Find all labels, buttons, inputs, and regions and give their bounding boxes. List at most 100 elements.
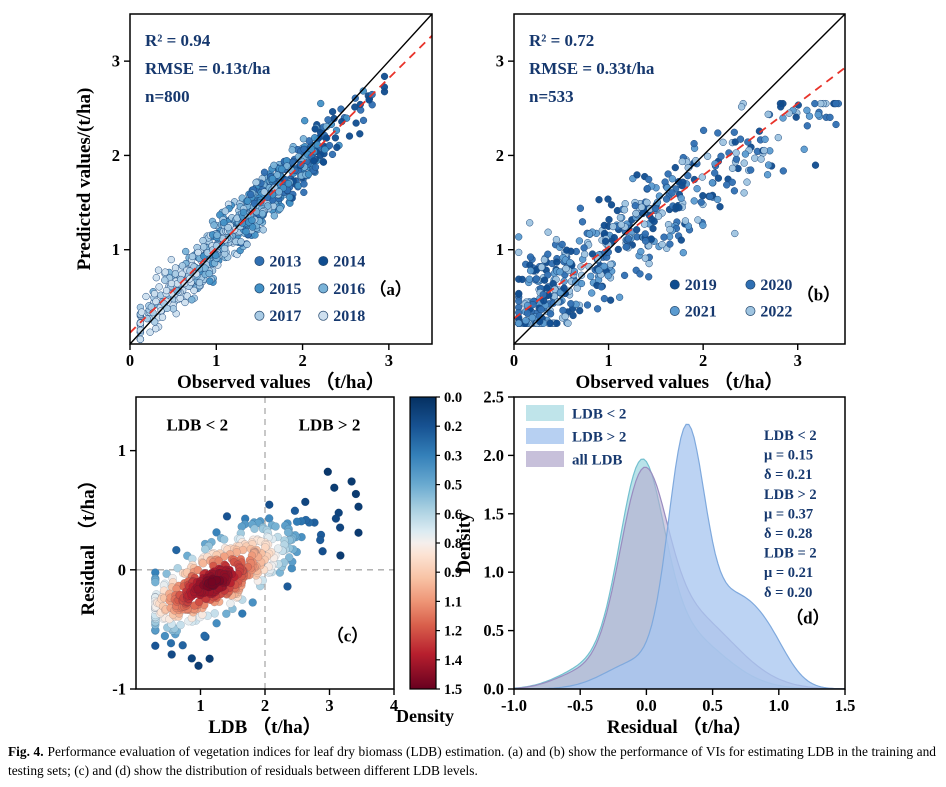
panel-label-a: （a） xyxy=(369,279,412,299)
legend-dot xyxy=(669,306,680,316)
stats-line: LDB = 2 xyxy=(764,546,817,562)
colorbar-tick-label: 0.8 xyxy=(444,536,462,552)
legend-year-label: 2017 xyxy=(269,308,301,325)
x-axis-label: Observed values （t/ha） xyxy=(177,370,385,393)
colorbar-tick-label: 1.1 xyxy=(444,594,462,610)
y-tick-label: 1.0 xyxy=(483,563,504,582)
y-tick-label: 3 xyxy=(112,52,120,71)
y-tick-label: 2.5 xyxy=(483,388,504,407)
stats-line: RMSE = 0.33t/ha xyxy=(529,59,655,78)
stats-line: LDB < 2 xyxy=(764,428,817,444)
x-tick-label: 2 xyxy=(298,351,306,370)
scatter-points xyxy=(515,99,843,327)
x-tick-label: 3 xyxy=(325,696,333,715)
y-tick-label: 1 xyxy=(496,240,504,259)
y-axis-label: Predicted values/(t/ha) xyxy=(74,88,95,271)
kde-curve-ldb-gt-2 xyxy=(514,423,845,689)
legend-year-label: 2021 xyxy=(685,304,717,321)
x-tick-label: 1 xyxy=(196,696,204,715)
x-axis-label: Residual （t/ha） xyxy=(607,715,752,738)
kde-legend: LDB < 2 LDB > 2 all LDB xyxy=(526,405,626,469)
x-tick-label: 2 xyxy=(261,696,269,715)
colorbar-tick-label: 0.2 xyxy=(444,419,462,435)
x-tick-label: 1.0 xyxy=(768,696,789,715)
y-tick-label: 3 xyxy=(496,52,504,71)
kde-curves xyxy=(514,423,845,689)
colorbar-tick-label: 1.2 xyxy=(444,624,462,640)
legend-label: LDB > 2 xyxy=(572,430,626,446)
x-tick-label: -1.0 xyxy=(501,696,527,715)
legend-year-label: 2022 xyxy=(760,304,792,321)
y-tick-label: 2.0 xyxy=(483,446,504,465)
stats-line: n=533 xyxy=(529,87,574,106)
colorbar-tick-label: 0.0 xyxy=(444,390,462,406)
panel-b: 0 1 2 3 1 2 3 Observed values （t/ha） R² = 0.72 RM… xyxy=(496,13,846,393)
y-tick-label: 1.5 xyxy=(483,504,504,523)
x-axis-label: Observed values （t/ha） xyxy=(576,370,784,393)
y-axis-label: Density xyxy=(454,512,475,574)
stats-line: R² = 0.72 xyxy=(529,31,594,50)
legend-year-label: 2014 xyxy=(333,254,365,271)
colorbar-tick-label: 0.9 xyxy=(444,565,462,581)
colorbar-tick-label: 0.3 xyxy=(444,448,462,464)
figure-caption: Fig. 4. Performance evaluation of vegetat… xyxy=(8,742,936,780)
legend-dot xyxy=(254,256,265,266)
annotation-LDB2: LDB > 2 xyxy=(299,415,361,434)
stats-line: RMSE = 0.13t/ha xyxy=(145,59,271,78)
x-tick-label: 0 xyxy=(126,351,134,370)
legend-year-label: 2013 xyxy=(269,254,301,271)
scatter-points xyxy=(136,72,389,343)
colorbar-tick-label: 0.6 xyxy=(444,507,462,523)
legend-year-label: 2016 xyxy=(333,281,365,298)
y-tick-label: 0.5 xyxy=(483,621,504,640)
annotation-LDB2: LDB < 2 xyxy=(166,415,228,434)
x-tick-label: 3 xyxy=(794,351,802,370)
y-tick-label: 2 xyxy=(496,146,504,165)
plot-border xyxy=(135,396,395,690)
x-tick-label: 0.0 xyxy=(636,696,657,715)
colorbar-tick-label: 0.5 xyxy=(444,478,462,494)
legend-label: LDB < 2 xyxy=(572,407,626,423)
legend-swatch xyxy=(526,451,564,467)
stats-block-a: R² = 0.94 RMSE = 0.13t/ha n=800 xyxy=(145,31,271,106)
plot-border xyxy=(513,396,846,690)
legend-year-label: 2015 xyxy=(269,281,301,298)
plot-border xyxy=(513,13,846,345)
panel-label-c: （c） xyxy=(327,625,369,645)
panel-d: -1.0 -0.5 0.0 0.5 1.0 1.5 0.0 0.5 1.0 1.5 2.0 2.5 Re… xyxy=(454,388,855,739)
stats-line: δ = 0.20 xyxy=(764,585,812,601)
y-tick-label: 0 xyxy=(118,560,126,579)
y-tick-label: 1 xyxy=(112,240,120,259)
legend-dot xyxy=(745,306,756,316)
legend-year-label: 2020 xyxy=(760,277,792,294)
stats-line: n=800 xyxy=(145,87,190,106)
panel-label-b: （b） xyxy=(797,285,840,305)
stats-block-d: LDB < 2 μ = 0.15 δ = 0.21 LDB > 2 μ = 0.37 δ … xyxy=(764,428,817,601)
legend-dot xyxy=(254,310,265,321)
plot-border xyxy=(129,13,433,345)
fit-line xyxy=(130,35,432,334)
legend-year-label: 2018 xyxy=(333,308,365,325)
x-tick-label: 3 xyxy=(385,351,393,370)
x-tick-label: 4 xyxy=(390,696,398,715)
x-tick-label: -0.5 xyxy=(567,696,593,715)
legend-dot xyxy=(318,256,329,266)
identity-line xyxy=(513,13,846,345)
legend-dot xyxy=(745,279,756,290)
legend-dot xyxy=(254,283,265,294)
identity-line xyxy=(129,13,433,345)
colorbar: 0.0 0.2 0.3 0.5 0.6 0.8 0.9 1.1 1.2 1.4 1.5 Density xyxy=(396,390,462,726)
stats-block-b: R² = 0.72 RMSE = 0.33t/ha n=533 xyxy=(529,31,655,106)
colorbar-gradient xyxy=(409,396,437,690)
caption-text: Performance evaluation of vegetation ind… xyxy=(8,744,936,779)
y-tick-label: 1 xyxy=(118,441,126,460)
stats-line: δ = 0.28 xyxy=(764,526,812,542)
x-tick-label: 1.5 xyxy=(835,696,856,715)
x-tick-label: 2 xyxy=(699,351,707,370)
y-tick-label: -1 xyxy=(112,680,126,699)
year-legend-b: 2019 2020 2021 2022 xyxy=(669,277,792,321)
